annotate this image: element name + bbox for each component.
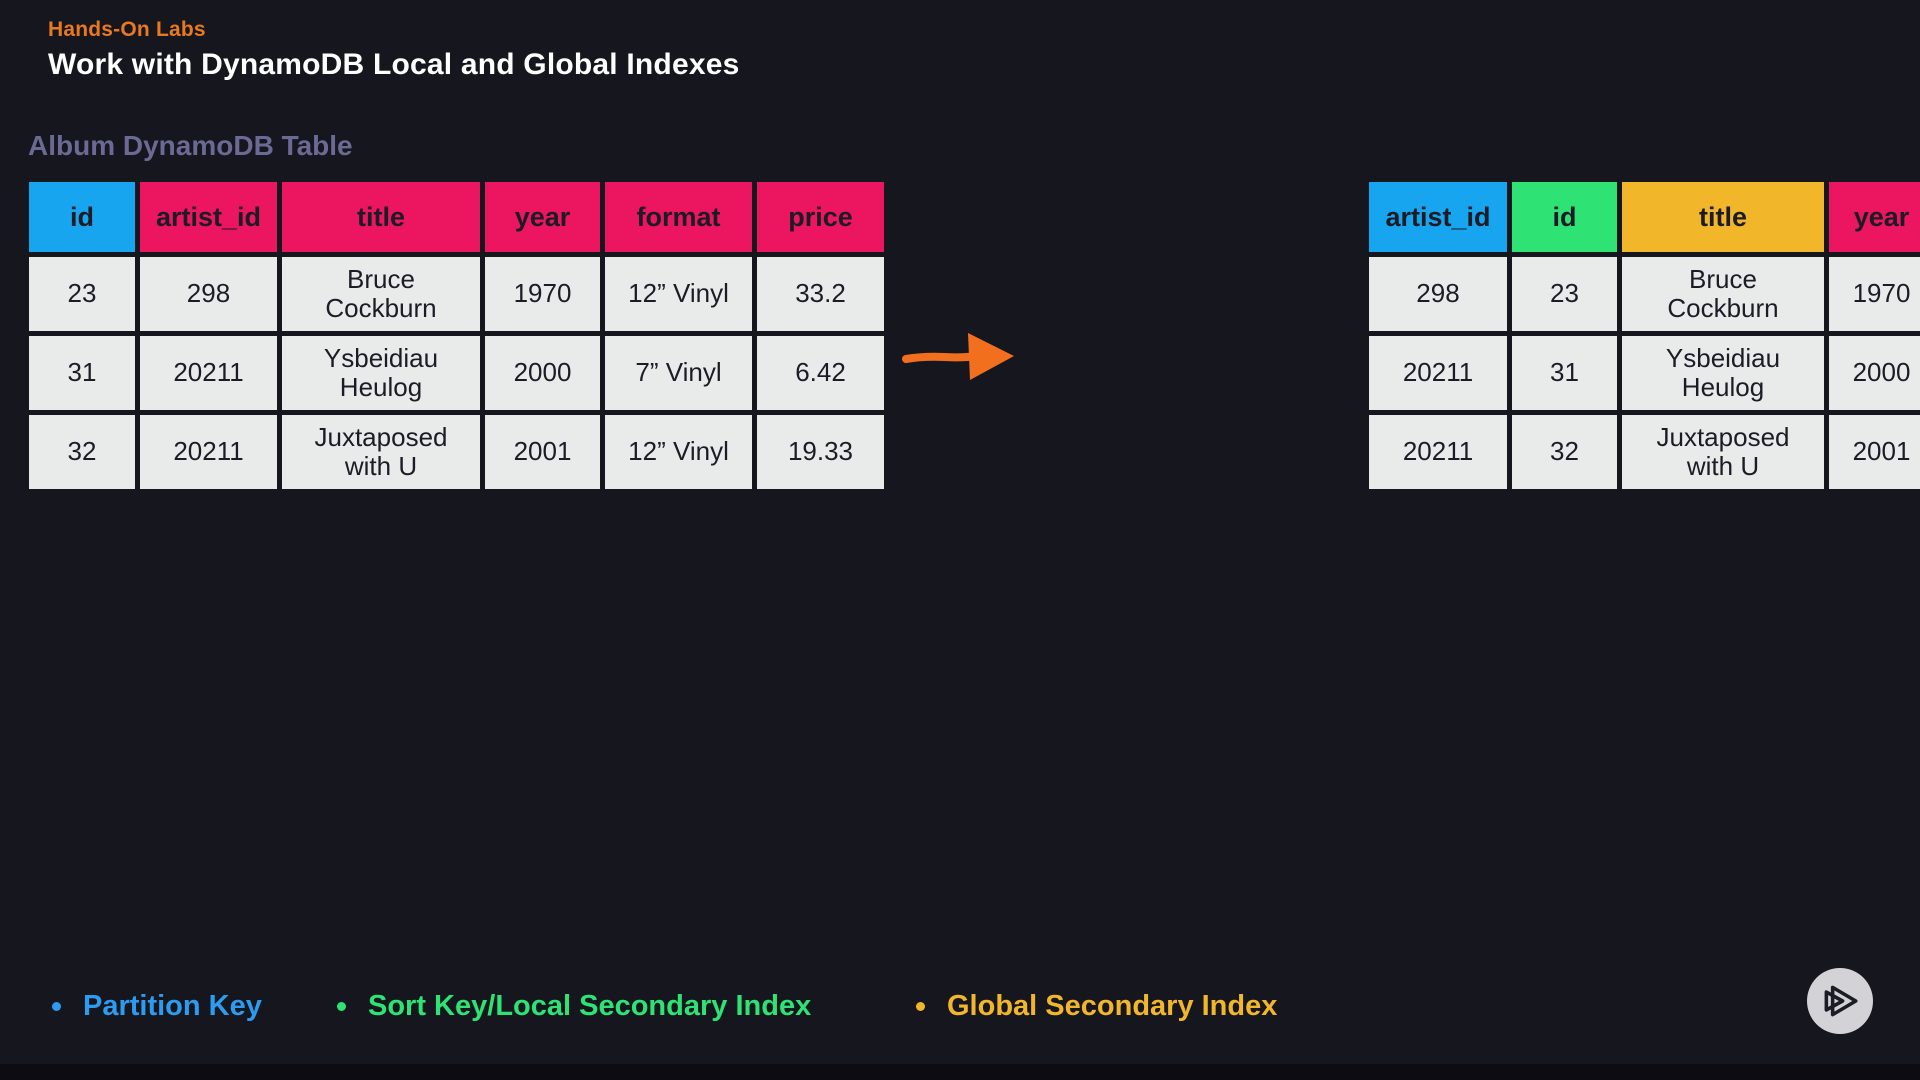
transform-arrow-icon bbox=[902, 333, 1014, 380]
legend-label: Global Secondary Index bbox=[947, 989, 1278, 1022]
album-base-table: id artist_id title year format price 23 298 Bruc… bbox=[29, 182, 884, 489]
eyebrow-label: Hands-On Labs bbox=[48, 18, 206, 41]
column-header-title: title bbox=[1622, 182, 1824, 252]
column-header-format: format bbox=[605, 182, 752, 252]
column-header-title: title bbox=[282, 182, 480, 252]
table-cell: 20211 bbox=[1369, 336, 1507, 410]
page-title: Work with DynamoDB Local and Global Inde… bbox=[48, 48, 740, 81]
table-cell: 12” Vinyl bbox=[605, 415, 752, 489]
table-cell: 20211 bbox=[1369, 415, 1507, 489]
table-cell: 19.33 bbox=[757, 415, 884, 489]
table-cell: 33.2 bbox=[757, 257, 884, 331]
column-header-id: id bbox=[29, 182, 135, 252]
legend-partition-key: Partition Key bbox=[52, 988, 262, 1024]
column-header-artist_id: artist_id bbox=[140, 182, 277, 252]
table-cell: 32 bbox=[1512, 415, 1617, 489]
table-cell: 20211 bbox=[140, 336, 277, 410]
table-cell: 2000 bbox=[485, 336, 600, 410]
table-cell: 1970 bbox=[1829, 257, 1920, 331]
table-cell: 32 bbox=[29, 415, 135, 489]
table-cell: 7” Vinyl bbox=[605, 336, 752, 410]
next-button[interactable] bbox=[1807, 968, 1873, 1034]
table-cell: Bruce Cockburn bbox=[282, 257, 480, 331]
column-header-id: id bbox=[1512, 182, 1617, 252]
table-cell: 1970 bbox=[485, 257, 600, 331]
album-table-title: Album DynamoDB Table bbox=[28, 130, 353, 161]
column-header-price: price bbox=[757, 182, 884, 252]
column-header-year: year bbox=[485, 182, 600, 252]
bullet-icon bbox=[337, 1001, 346, 1011]
column-header-year: year bbox=[1829, 182, 1920, 252]
bullet-icon bbox=[52, 1001, 61, 1011]
table-cell: Ysbeidiau Heulog bbox=[282, 336, 480, 410]
table-cell: 23 bbox=[1512, 257, 1617, 331]
table-cell: 31 bbox=[29, 336, 135, 410]
legend-label: Sort Key/Local Secondary Index bbox=[368, 989, 812, 1022]
table-cell: 298 bbox=[1369, 257, 1507, 331]
letterbox-bar bbox=[0, 1064, 1920, 1080]
bullet-icon bbox=[916, 1001, 925, 1011]
table-cell: 31 bbox=[1512, 336, 1617, 410]
table-cell: 20211 bbox=[140, 415, 277, 489]
table-cell: 2001 bbox=[1829, 415, 1920, 489]
legend-sort-key-lsi: Sort Key/Local Secondary Index bbox=[337, 988, 811, 1024]
table-cell: 12” Vinyl bbox=[605, 257, 752, 331]
legend-gsi: Global Secondary Index bbox=[916, 988, 1277, 1024]
column-header-artist_id: artist_id bbox=[1369, 182, 1507, 252]
global-secondary-index-table: artist_id id title year 298 23 Bruce Cockburn 1… bbox=[1369, 182, 1920, 489]
table-cell: Juxtaposed with U bbox=[282, 415, 480, 489]
table-cell: 2000 bbox=[1829, 336, 1920, 410]
table-cell: Bruce Cockburn bbox=[1622, 257, 1824, 331]
table-cell: 6.42 bbox=[757, 336, 884, 410]
table-cell: 298 bbox=[140, 257, 277, 331]
table-cell: Juxtaposed with U bbox=[1622, 415, 1824, 489]
table-cell: Ysbeidiau Heulog bbox=[1622, 336, 1824, 410]
legend-label: Partition Key bbox=[83, 989, 262, 1022]
table-cell: 23 bbox=[29, 257, 135, 331]
table-cell: 2001 bbox=[485, 415, 600, 489]
pluralsight-logo-icon bbox=[1824, 985, 1858, 1017]
